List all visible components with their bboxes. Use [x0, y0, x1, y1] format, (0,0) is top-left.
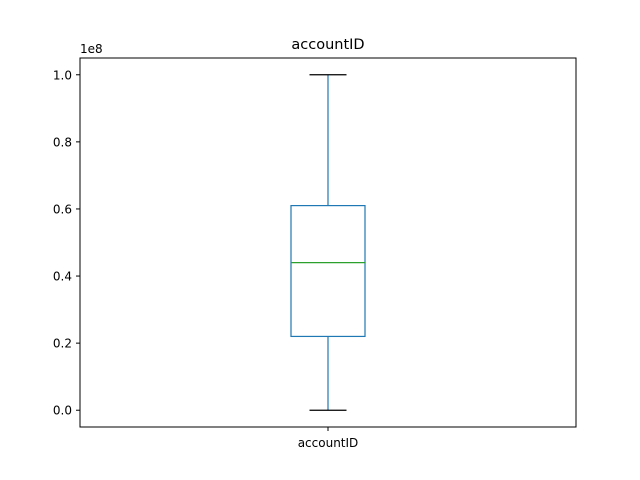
y-tick-label: 0.6 — [53, 202, 72, 216]
y-tick-label: 1.0 — [53, 68, 72, 82]
y-axis-offset-label: 1e8 — [80, 42, 103, 56]
chart-title: accountID — [291, 37, 364, 53]
y-tick-label: 0.2 — [53, 337, 72, 351]
y-tick-label: 0.4 — [53, 270, 72, 284]
x-axis: accountID — [298, 427, 359, 450]
axes-frame — [79, 57, 577, 428]
box-series — [290, 74, 366, 411]
iqr-box — [290, 205, 366, 338]
y-tick-label: 0.8 — [53, 135, 72, 149]
y-tick-label: 0.0 — [53, 404, 72, 418]
y-axis: 0.0 0.2 0.4 0.6 0.8 1.0 — [53, 68, 80, 418]
x-tick-label: accountID — [298, 436, 359, 450]
